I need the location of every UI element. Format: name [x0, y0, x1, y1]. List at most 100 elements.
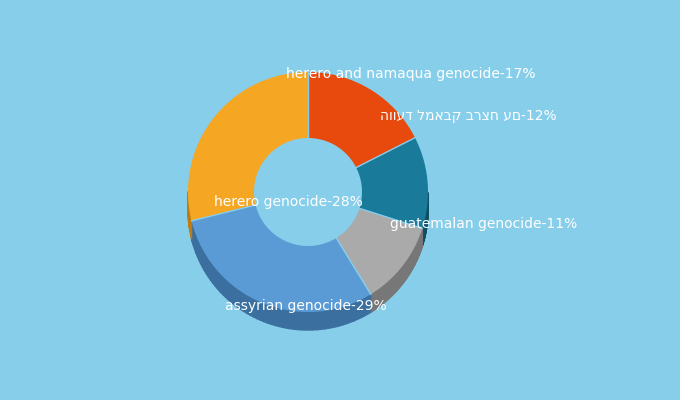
Polygon shape	[385, 283, 386, 302]
Polygon shape	[192, 224, 194, 246]
Polygon shape	[258, 213, 259, 233]
Polygon shape	[312, 246, 313, 264]
Polygon shape	[388, 280, 389, 299]
Polygon shape	[209, 259, 211, 280]
Polygon shape	[364, 296, 367, 316]
Polygon shape	[397, 271, 398, 290]
Polygon shape	[273, 234, 275, 253]
Polygon shape	[324, 243, 326, 262]
Polygon shape	[399, 269, 401, 288]
Polygon shape	[213, 265, 216, 286]
Text: assyrian genocide-29%: assyrian genocide-29%	[225, 299, 387, 313]
Polygon shape	[194, 232, 196, 254]
Polygon shape	[377, 290, 378, 308]
Polygon shape	[328, 310, 332, 328]
Polygon shape	[330, 240, 332, 259]
Polygon shape	[339, 307, 343, 326]
Polygon shape	[199, 242, 201, 264]
Polygon shape	[332, 309, 336, 328]
Polygon shape	[389, 279, 390, 298]
Polygon shape	[324, 310, 328, 329]
PathPatch shape	[192, 205, 371, 312]
Polygon shape	[394, 274, 396, 293]
Polygon shape	[292, 244, 293, 262]
Polygon shape	[286, 310, 290, 329]
Polygon shape	[335, 238, 336, 257]
Polygon shape	[257, 301, 260, 320]
Polygon shape	[316, 245, 317, 264]
Polygon shape	[268, 305, 271, 324]
Polygon shape	[354, 302, 357, 321]
Polygon shape	[275, 235, 276, 254]
Text: הוועד למאבק ברצח עם-12%: הוועד למאבק ברצח עם-12%	[380, 109, 557, 123]
Polygon shape	[218, 271, 220, 292]
Polygon shape	[205, 253, 207, 274]
Polygon shape	[293, 244, 295, 262]
Polygon shape	[284, 240, 285, 259]
Polygon shape	[294, 311, 298, 330]
Polygon shape	[271, 231, 272, 250]
Polygon shape	[261, 219, 262, 239]
Polygon shape	[260, 302, 265, 322]
Polygon shape	[333, 239, 335, 258]
Polygon shape	[301, 312, 305, 330]
Polygon shape	[207, 256, 209, 277]
Polygon shape	[332, 240, 333, 258]
Polygon shape	[379, 288, 380, 306]
Polygon shape	[295, 244, 296, 263]
Polygon shape	[319, 244, 320, 263]
Polygon shape	[310, 246, 312, 264]
Polygon shape	[402, 265, 403, 284]
Polygon shape	[307, 246, 309, 264]
Polygon shape	[196, 236, 198, 257]
Polygon shape	[263, 222, 265, 242]
Polygon shape	[367, 294, 371, 314]
Polygon shape	[235, 287, 237, 307]
Polygon shape	[371, 294, 372, 312]
Polygon shape	[269, 229, 270, 248]
Polygon shape	[250, 297, 254, 317]
Polygon shape	[386, 282, 387, 301]
Polygon shape	[279, 238, 281, 256]
Polygon shape	[275, 308, 279, 326]
Polygon shape	[313, 312, 317, 330]
Text: herero and namaqua genocide-17%: herero and namaqua genocide-17%	[286, 67, 536, 81]
Polygon shape	[267, 228, 269, 247]
Polygon shape	[290, 243, 292, 262]
Polygon shape	[231, 284, 235, 305]
Polygon shape	[320, 311, 324, 329]
Polygon shape	[383, 285, 384, 304]
Polygon shape	[404, 263, 405, 282]
Polygon shape	[409, 255, 410, 274]
Polygon shape	[410, 254, 411, 273]
Polygon shape	[285, 241, 287, 260]
Polygon shape	[241, 291, 244, 312]
Polygon shape	[265, 304, 268, 323]
Polygon shape	[396, 272, 397, 291]
Polygon shape	[288, 242, 290, 261]
Polygon shape	[401, 266, 402, 286]
Polygon shape	[216, 268, 218, 289]
Polygon shape	[378, 288, 379, 308]
Polygon shape	[343, 306, 347, 325]
Polygon shape	[375, 290, 377, 309]
Polygon shape	[398, 270, 399, 289]
Polygon shape	[270, 230, 271, 249]
Polygon shape	[328, 241, 330, 260]
Polygon shape	[300, 245, 302, 264]
Polygon shape	[279, 308, 283, 327]
PathPatch shape	[308, 72, 415, 168]
Polygon shape	[223, 277, 226, 298]
Polygon shape	[327, 242, 328, 260]
Polygon shape	[347, 304, 350, 324]
Polygon shape	[387, 281, 388, 300]
Polygon shape	[262, 221, 263, 240]
Polygon shape	[303, 246, 305, 264]
Polygon shape	[244, 294, 247, 314]
Polygon shape	[380, 287, 381, 306]
Polygon shape	[287, 242, 288, 260]
Polygon shape	[317, 311, 320, 330]
Polygon shape	[220, 274, 223, 295]
PathPatch shape	[356, 138, 428, 228]
Polygon shape	[373, 292, 375, 311]
